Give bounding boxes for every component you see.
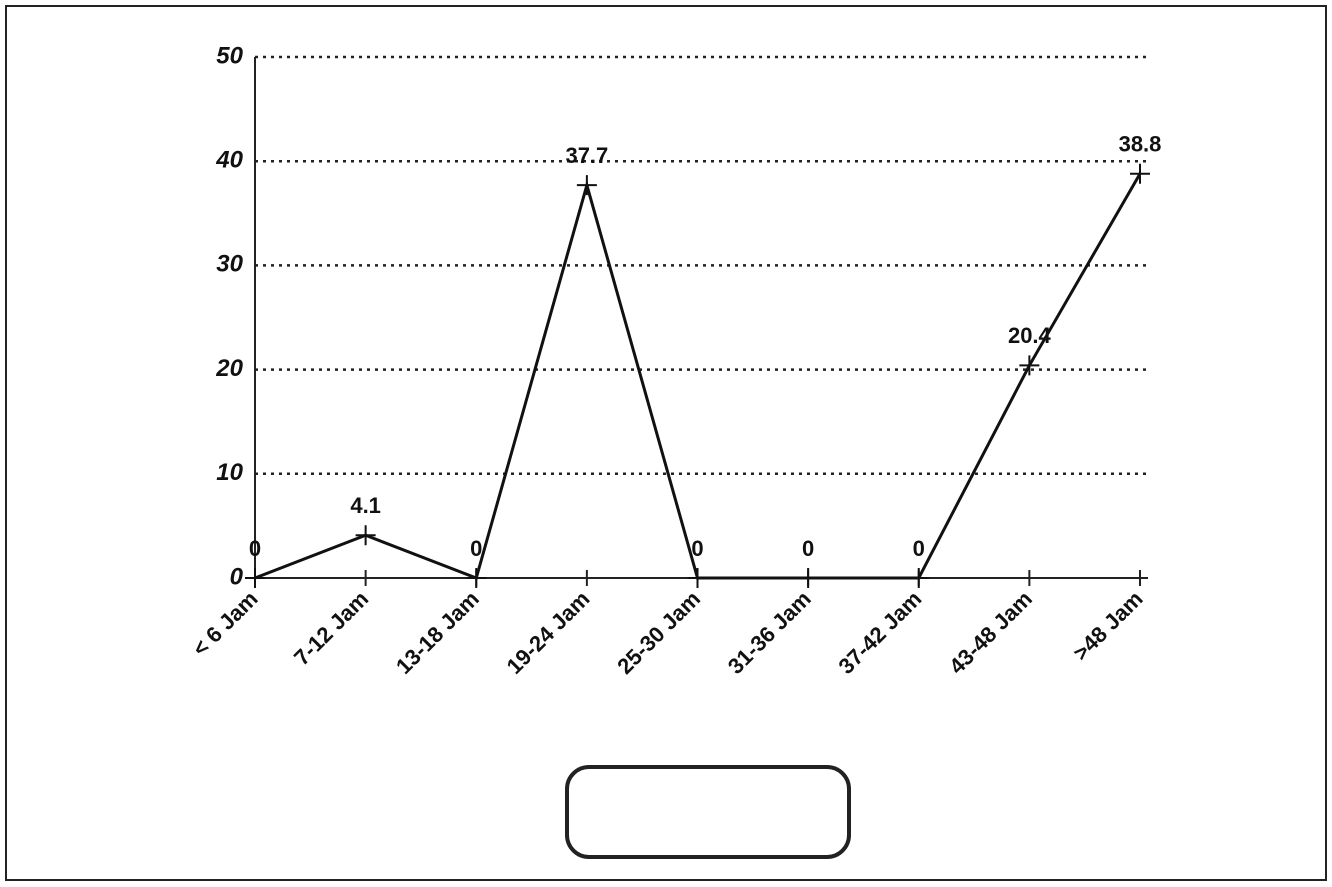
data-label: 0 — [691, 536, 703, 561]
y-tick-label: 30 — [216, 251, 243, 278]
data-label: 4.1 — [350, 493, 381, 518]
chart: 01020304050< 6 Jam7-12 Jam13-18 Jam19-24… — [0, 0, 1332, 887]
page: 01020304050< 6 Jam7-12 Jam13-18 Jam19-24… — [0, 0, 1332, 887]
data-label: 0 — [470, 536, 482, 561]
data-label: 37.7 — [565, 143, 608, 168]
legend-box — [567, 767, 849, 857]
data-label: 0 — [249, 536, 261, 561]
y-tick-label: 10 — [216, 459, 243, 486]
data-label: 20.4 — [1008, 323, 1052, 348]
y-tick-label: 20 — [215, 355, 243, 382]
y-tick-label: 40 — [215, 147, 243, 174]
data-label: 0 — [913, 536, 925, 561]
y-tick-label: 50 — [216, 42, 243, 69]
data-label: 0 — [802, 536, 814, 561]
data-label: 38.8 — [1119, 132, 1162, 157]
y-tick-label: 0 — [230, 563, 244, 590]
